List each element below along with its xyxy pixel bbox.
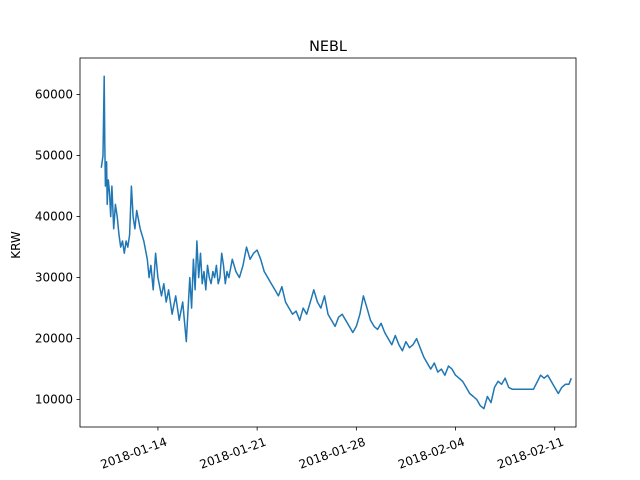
y-tick-label: 30000	[35, 271, 73, 285]
plot-area	[100, 75, 572, 410]
y-tick-label: 50000	[35, 149, 73, 163]
y-tick-label: 20000	[35, 332, 73, 346]
y-tick-label: 40000	[35, 210, 73, 224]
y-tick-label: 10000	[35, 393, 73, 407]
y-tick-label: 60000	[35, 88, 73, 102]
axes-frame	[79, 57, 577, 428]
series-line-0	[100, 75, 572, 410]
chart-title: NEBL	[309, 39, 347, 55]
y-axis-label: KRW	[9, 231, 23, 259]
